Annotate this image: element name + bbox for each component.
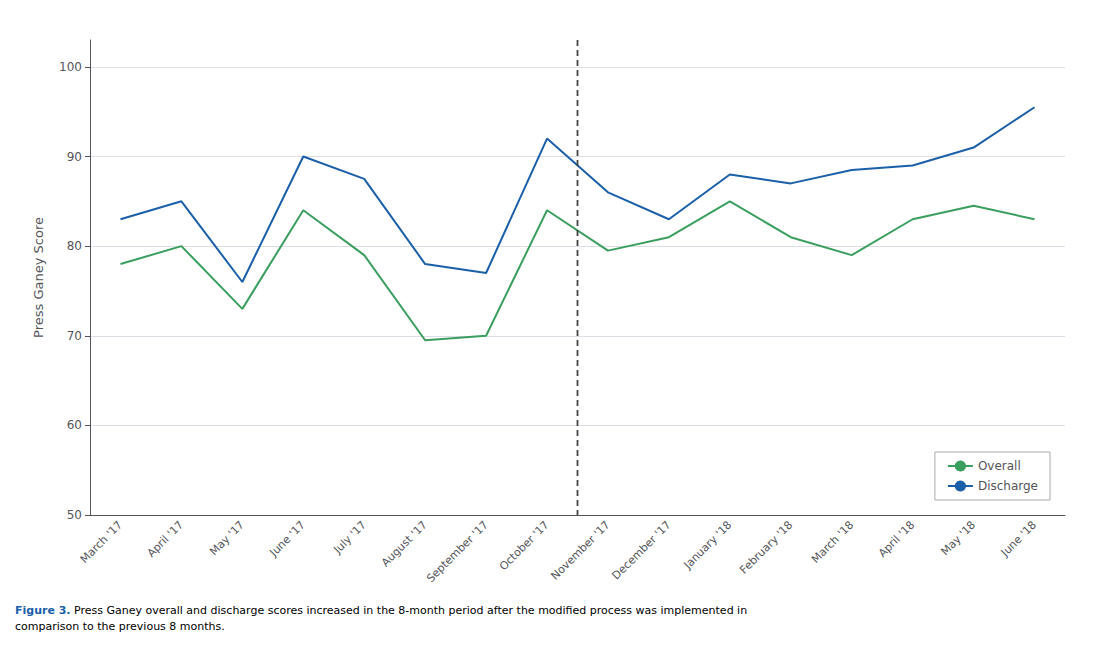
svg-text:Press Ganey Score: Press Ganey Score <box>31 217 46 338</box>
svg-text:March '18: March '18 <box>809 518 856 565</box>
svg-text:July '17: July '17 <box>330 518 368 556</box>
svg-text:60: 60 <box>67 418 82 432</box>
svg-text:90: 90 <box>67 150 82 164</box>
svg-text:Press Ganey overall and discha: Press Ganey overall and discharge scores… <box>74 604 747 617</box>
svg-text:50: 50 <box>67 508 82 522</box>
svg-text:Discharge: Discharge <box>978 479 1038 493</box>
svg-text:August '17: August '17 <box>379 518 430 569</box>
svg-text:June '17: June '17 <box>267 518 308 559</box>
svg-text:September '17: September '17 <box>424 518 491 585</box>
svg-text:November '17: November '17 <box>548 518 612 582</box>
svg-text:April '18: April '18 <box>876 518 917 559</box>
svg-text:May '18: May '18 <box>938 518 978 558</box>
svg-text:June '18: June '18 <box>998 518 1039 559</box>
svg-text:80: 80 <box>67 239 82 253</box>
svg-text:May '17: May '17 <box>207 518 247 558</box>
svg-text:Overall: Overall <box>978 459 1021 473</box>
svg-text:October '17: October '17 <box>497 518 552 573</box>
svg-text:April '17: April '17 <box>145 518 186 559</box>
svg-text:100: 100 <box>59 60 82 74</box>
svg-text:January '18: January '18 <box>681 518 735 572</box>
svg-text:70: 70 <box>67 329 82 343</box>
svg-text:December '17: December '17 <box>610 518 674 582</box>
svg-text:Figure 3.: Figure 3. <box>15 604 71 617</box>
svg-text:March '17: March '17 <box>78 518 125 565</box>
svg-text:February '18: February '18 <box>737 518 795 576</box>
svg-text:comparison to the previous 8 m: comparison to the previous 8 months. <box>15 620 225 633</box>
